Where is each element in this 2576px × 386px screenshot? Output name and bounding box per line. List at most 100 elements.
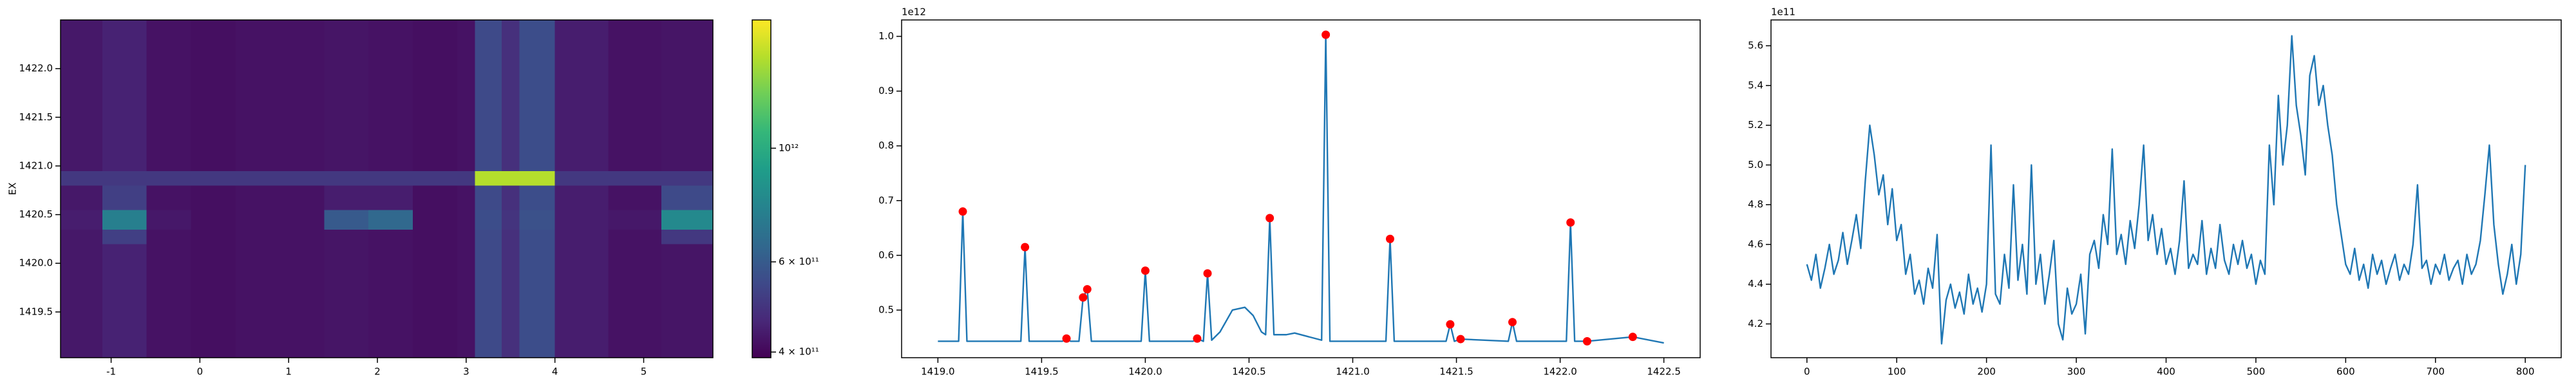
- heatmap-cell: [519, 20, 556, 69]
- heatmap-cell: [413, 146, 458, 172]
- heatmap-cell: [191, 185, 236, 210]
- heatmap-cell: [279, 273, 325, 313]
- heatmap-cell: [368, 273, 413, 313]
- heatmap-cell: [501, 107, 520, 147]
- heatmap-cell: [457, 311, 476, 358]
- heatmap-cell: [457, 170, 476, 186]
- heatmap-cell: [608, 243, 662, 273]
- peak-marker: [1083, 285, 1092, 294]
- peak-marker: [1062, 334, 1071, 343]
- heatmap-cell: [457, 243, 476, 273]
- heatmap-cell: [61, 107, 103, 147]
- x-tick-label: 400: [2157, 366, 2175, 378]
- heatmap-cell: [102, 229, 147, 244]
- heatmap-cell: [661, 68, 714, 108]
- heatmap-cell: [457, 210, 476, 230]
- heatmap-cell: [102, 273, 147, 313]
- heatmap-cell: [413, 68, 458, 108]
- y-offset-label: 1e12: [902, 6, 926, 18]
- y-tick-label: 0.5: [878, 304, 894, 315]
- y-tick-label: 5.2: [1748, 119, 1763, 131]
- heatmap-cell: [608, 273, 662, 313]
- heatmap-cell: [413, 185, 458, 210]
- x-tick-label: 200: [1977, 366, 1996, 378]
- heatmap-cell: [661, 273, 714, 313]
- heatmap-cell: [661, 210, 714, 230]
- y-tick-label: 1422.0: [19, 62, 53, 74]
- peak-marker: [1203, 269, 1212, 278]
- heatmap-cell: [501, 243, 520, 273]
- heatmap-cell: [661, 229, 714, 244]
- heatmap-cell: [61, 68, 103, 108]
- heatmap-cell: [61, 210, 103, 230]
- heatmap-cell: [235, 20, 280, 69]
- y-tick-label: 1421.5: [19, 111, 53, 123]
- y-tick-label: 4.2: [1748, 318, 1763, 329]
- heatmap-cell: [146, 229, 192, 244]
- heatmap-cell: [146, 243, 192, 273]
- heatmap-cell: [519, 311, 556, 358]
- peak-marker: [1508, 318, 1517, 327]
- heatmap-cell: [324, 273, 369, 313]
- heatmap-cell: [191, 229, 236, 244]
- y-tick-label: 0.7: [878, 194, 894, 206]
- heatmap-cell: [324, 185, 369, 210]
- heatmap-cell: [102, 146, 147, 172]
- heatmap-cell: [413, 273, 458, 313]
- x-tick-label: 4: [552, 366, 558, 378]
- heatmap-cell: [102, 20, 147, 69]
- x-tick-label: 2: [374, 366, 381, 378]
- heatmap-cell: [501, 210, 520, 230]
- heatmap-cell: [324, 210, 369, 230]
- heatmap-cell: [608, 107, 662, 147]
- heatmap-cell: [554, 20, 609, 69]
- heatmap-cell: [102, 107, 147, 147]
- y-tick-label: 1421.0: [19, 160, 53, 171]
- heatmap-cell: [413, 229, 458, 244]
- heatmap-cell: [279, 185, 325, 210]
- y-tick-label: 4.4: [1748, 278, 1763, 290]
- heatmap-cell: [475, 170, 502, 186]
- heatmap-cell: [501, 311, 520, 358]
- x-tick-label: 1422.5: [1647, 366, 1681, 378]
- heatmap-cell: [235, 229, 280, 244]
- axes-frame: [901, 19, 1701, 358]
- heatmap-cell: [608, 68, 662, 108]
- heatmap-cell: [146, 146, 192, 172]
- heatmap-cell: [554, 210, 609, 230]
- heatmap-cell: [501, 146, 520, 172]
- y-tick-label: 5.0: [1748, 159, 1763, 170]
- heatmap-cell: [324, 229, 369, 244]
- heatmap-cell: [661, 20, 714, 69]
- heatmap-cell: [191, 311, 236, 358]
- heatmap-cell: [235, 68, 280, 108]
- heatmap-cell: [368, 68, 413, 108]
- heatmap-cell: [324, 68, 369, 108]
- x-tick-label: 300: [2067, 366, 2086, 378]
- y-tick-label: 0.6: [878, 249, 894, 261]
- heatmap-cell: [279, 229, 325, 244]
- heatmap-cell: [368, 107, 413, 147]
- peak-marker: [1141, 266, 1150, 275]
- heatmap-cell: [102, 68, 147, 108]
- heatmap-cell: [554, 243, 609, 273]
- heatmap-cell: [413, 170, 458, 186]
- heatmap-cell: [475, 311, 502, 358]
- heatmap-cell: [661, 311, 714, 358]
- heatmap-cell: [554, 185, 609, 210]
- y-tick-label: 4.8: [1748, 199, 1763, 210]
- heatmap-cell: [146, 185, 192, 210]
- heatmap-cell: [61, 229, 103, 244]
- heatmap-cell: [475, 185, 502, 210]
- x-tick-label: 1419.5: [1025, 366, 1059, 378]
- x-tick-label: 0: [1804, 366, 1810, 378]
- heatmap-cell: [279, 20, 325, 69]
- peak-marker: [1321, 30, 1331, 39]
- peak-marker: [1582, 336, 1591, 345]
- x-tick-label: -1: [106, 366, 116, 378]
- heatmap: [61, 20, 714, 358]
- heatmap-cell: [146, 20, 192, 69]
- heatmap-cell: [324, 243, 369, 273]
